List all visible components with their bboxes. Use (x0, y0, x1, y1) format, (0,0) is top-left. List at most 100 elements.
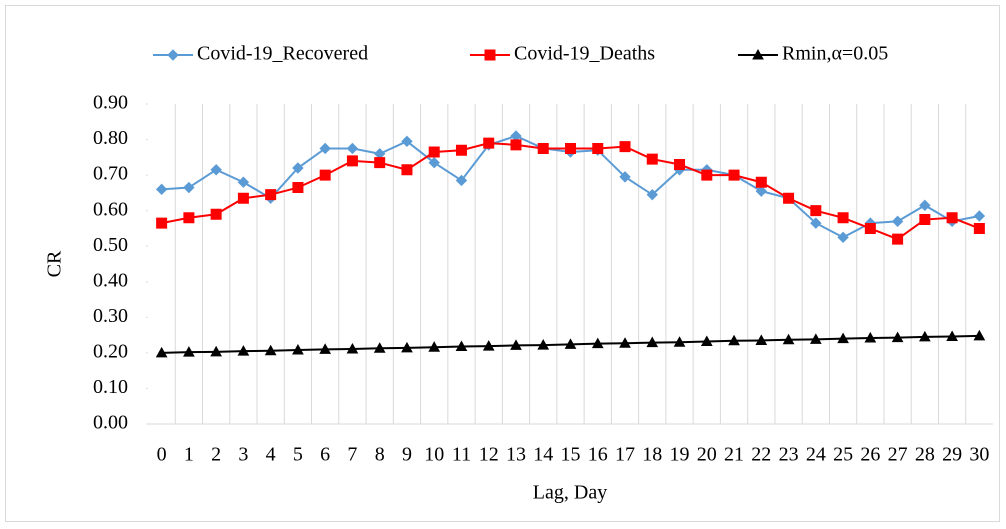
legend-label: Covid-19_Deaths (514, 43, 655, 65)
legend-marker (752, 48, 764, 60)
diamond-marker (891, 215, 904, 228)
x-tick-label: 18 (642, 444, 662, 466)
triangle-marker (401, 341, 413, 353)
square-marker (919, 214, 931, 226)
x-tick-label: 19 (670, 444, 690, 466)
square-marker (428, 146, 440, 158)
diamond-marker (619, 171, 631, 183)
diamond-marker (183, 181, 195, 194)
y-tick-label: 0.70 (93, 163, 128, 185)
triangle-marker (619, 337, 631, 348)
diamond-marker (237, 176, 250, 188)
legend-label: Rmin,α=0.05 (782, 43, 888, 65)
x-tick-label: 11 (452, 444, 471, 466)
x-tick-label: 4 (266, 444, 276, 466)
x-tick-label: 15 (561, 444, 581, 466)
x-tick-label: 7 (347, 444, 357, 466)
triangle-marker (346, 342, 359, 354)
diamond-marker (292, 162, 304, 174)
triangle-marker (591, 337, 604, 349)
x-tick-label: 23 (779, 444, 799, 466)
diamond-marker (919, 199, 931, 212)
diamond-marker (319, 142, 331, 155)
x-tick-label: 0 (157, 444, 167, 466)
diamond-marker (646, 188, 658, 201)
square-marker (892, 233, 904, 245)
diamond-marker (346, 142, 359, 155)
square-marker (510, 139, 522, 151)
square-marker (319, 169, 331, 181)
x-axis-label: Lag, Day (533, 482, 607, 504)
triangle-marker (319, 343, 332, 354)
x-tick-label: 16 (588, 444, 608, 466)
x-tick-label: 9 (402, 444, 412, 466)
y-tick-label: 0.90 (93, 92, 128, 114)
y-tick-label: 0.10 (93, 376, 128, 398)
triangle-marker (428, 341, 441, 352)
x-tick-label: 30 (969, 444, 989, 466)
x-tick-label: 3 (238, 444, 248, 466)
triangle-marker (891, 331, 904, 343)
diamond-marker (428, 156, 440, 169)
triangle-marker (564, 338, 577, 349)
triangle-marker (373, 342, 386, 353)
x-tick-label: 21 (724, 444, 744, 466)
x-tick-label: 5 (293, 444, 303, 466)
square-marker (619, 141, 631, 153)
x-tick-label: 20 (697, 444, 717, 466)
triangle-marker (183, 346, 195, 357)
y-tick-label: 0.40 (93, 269, 128, 291)
x-tick-label: 17 (615, 444, 635, 466)
legend-marker (484, 49, 496, 61)
y-axis-label: CR (44, 250, 66, 277)
square-marker (265, 189, 277, 201)
triangle-marker (210, 345, 222, 357)
x-tick-label: 6 (320, 444, 330, 466)
square-marker (946, 212, 958, 224)
x-tick-label: 25 (833, 444, 853, 466)
triangle-marker (237, 345, 250, 356)
square-marker (646, 153, 658, 165)
square-marker (156, 217, 168, 229)
y-tick-label: 0.00 (93, 412, 128, 434)
triangle-marker (292, 344, 304, 355)
diamond-marker (455, 174, 468, 187)
x-tick-label: 27 (888, 444, 908, 466)
x-tick-label: 12 (479, 444, 499, 466)
triangle-marker (455, 340, 468, 351)
x-tick-label: 29 (942, 444, 962, 466)
triangle-marker (782, 333, 795, 345)
square-marker (864, 222, 876, 234)
square-marker (401, 164, 413, 176)
triangle-marker (646, 336, 659, 348)
triangle-marker (864, 331, 877, 343)
triangle-marker (510, 339, 522, 350)
x-tick-label: 8 (375, 444, 385, 466)
y-tick-label: 0.80 (93, 127, 128, 149)
y-tick-label: 0.30 (93, 305, 128, 327)
square-marker (701, 169, 713, 181)
square-marker (728, 169, 740, 181)
y-tick-label: 0.60 (93, 198, 128, 220)
triangle-marker (700, 335, 713, 347)
triangle-marker (946, 330, 958, 342)
x-tick-label: 1 (184, 444, 194, 466)
square-marker (810, 205, 822, 217)
triangle-marker (482, 340, 495, 351)
square-marker (237, 192, 249, 204)
diamond-marker (155, 183, 168, 196)
square-marker (783, 192, 795, 204)
triangle-marker (973, 329, 986, 341)
triangle-marker (919, 330, 931, 342)
x-tick-label: 26 (860, 444, 880, 466)
square-marker (374, 157, 386, 169)
y-tick-label: 0.20 (93, 340, 128, 362)
diamond-marker (401, 135, 413, 148)
diamond-marker (810, 217, 822, 229)
triangle-marker (537, 339, 550, 350)
square-marker (210, 208, 222, 220)
square-marker (455, 144, 467, 156)
triangle-marker (755, 334, 768, 345)
square-marker (292, 182, 304, 194)
